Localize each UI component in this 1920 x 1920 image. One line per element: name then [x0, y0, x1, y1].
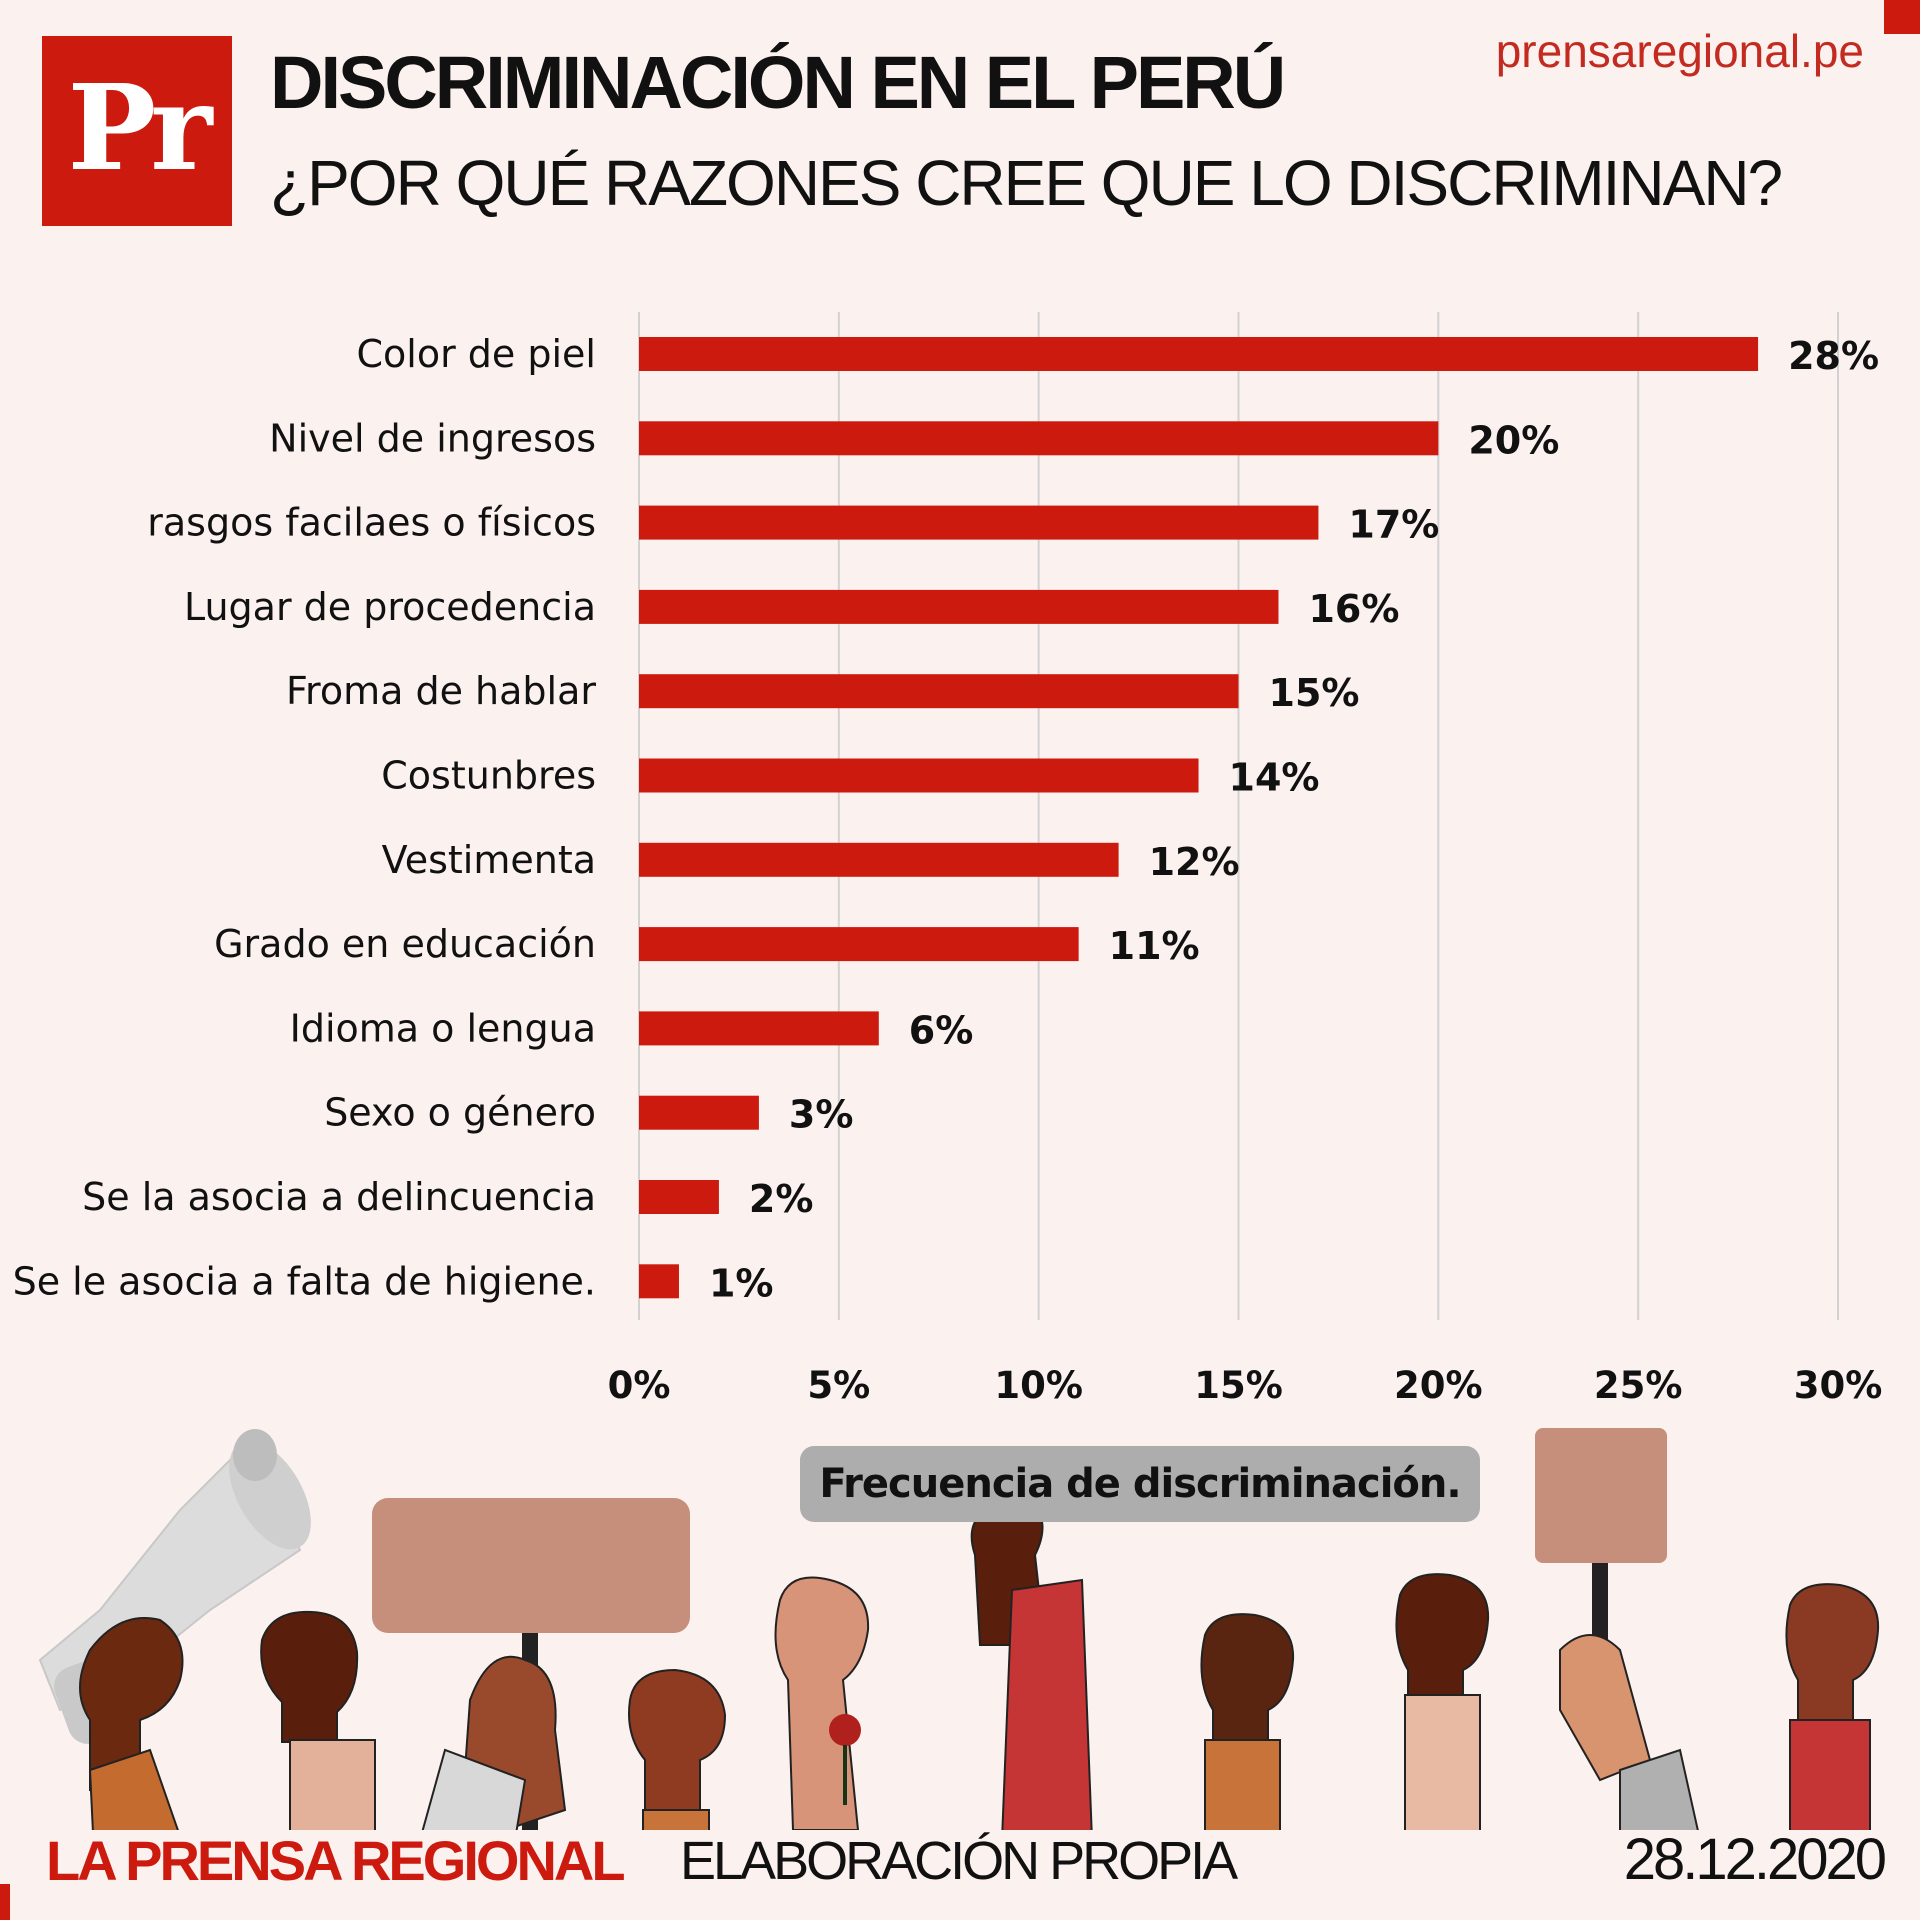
corner-accent: [1884, 0, 1920, 34]
value-label: 14%: [1229, 756, 1320, 800]
raised-fist-icon: [1785, 1583, 1880, 1830]
bar: [639, 1264, 679, 1299]
category-label: Nivel de ingresos: [269, 416, 596, 460]
x-tick-label: 0%: [608, 1364, 671, 1407]
bar: [639, 505, 1319, 540]
bar: [639, 842, 1119, 877]
value-label: 12%: [1149, 840, 1240, 884]
value-label: 16%: [1308, 587, 1399, 631]
raised-fist-icon: [260, 1610, 376, 1830]
x-axis-title: Frecuencia de discriminación.: [800, 1446, 1480, 1522]
category-label: Se le asocia a falta de higiene.: [13, 1259, 596, 1303]
bars: [639, 337, 1759, 1299]
category-label: Sexo o género: [324, 1091, 596, 1135]
value-label: 11%: [1109, 924, 1200, 968]
site-url: prensaregional.pe: [1495, 25, 1864, 77]
raised-fist-icon: [1200, 1613, 1295, 1830]
category-label: Vestimenta: [382, 838, 596, 882]
footer-date: 28.12.2020: [1623, 1827, 1887, 1892]
bar: [639, 1095, 759, 1130]
category-label: Idioma o lengua: [290, 1006, 596, 1050]
footer-source: ELABORACIÓN PROPIA: [680, 1831, 1238, 1891]
x-tick-label: 5%: [807, 1364, 870, 1407]
protest-sign-icon: [1535, 1428, 1699, 1830]
logo-text: Pr: [67, 58, 213, 197]
raised-fist-icon: [970, 1497, 1093, 1830]
category-label: Color de piel: [357, 332, 597, 376]
category-label: rasgos facilaes o físicos: [147, 501, 596, 545]
brand-logo: Pr: [42, 36, 232, 226]
x-axis-title-text: Frecuencia de discriminación.: [819, 1461, 1461, 1507]
x-tick-labels: 0% 5% 10% 15% 20% 25% 30%: [608, 1364, 1883, 1407]
value-label: 20%: [1468, 418, 1559, 462]
x-tick-label: 10%: [994, 1364, 1083, 1407]
value-label: 17%: [1348, 503, 1439, 547]
value-label: 6%: [909, 1008, 974, 1052]
bar: [639, 927, 1079, 962]
value-label: 1%: [709, 1261, 774, 1305]
value-label: 28%: [1788, 334, 1879, 378]
bar: [639, 674, 1239, 709]
raised-fist-icon: [774, 1576, 870, 1830]
raised-fist-icon: [1395, 1573, 1490, 1830]
corner-accent: [0, 1884, 10, 1920]
bar: [639, 337, 1759, 371]
bar: [639, 1180, 719, 1214]
bar: [639, 758, 1199, 793]
x-tick-label: 30%: [1794, 1364, 1883, 1407]
category-labels: Color de piel Nivel de ingresos rasgos fac…: [13, 332, 597, 1303]
x-tick-label: 25%: [1594, 1364, 1683, 1407]
category-label: Froma de hablar: [286, 669, 596, 713]
x-tick-label: 15%: [1194, 1364, 1283, 1407]
value-label: 2%: [749, 1177, 814, 1221]
footer-brand: LA PRENSA REGIONAL: [46, 1829, 626, 1892]
page-title: DISCRIMINACIÓN EN EL PERÚ: [270, 41, 1286, 124]
value-label: 3%: [789, 1093, 854, 1137]
bar: [639, 421, 1439, 456]
category-label: Costunbres: [381, 754, 596, 798]
chart-subtitle: ¿POR QUÉ RAZONES CREE QUE LO DISCRIMINAN…: [270, 147, 1783, 219]
category-label: Grado en educación: [214, 922, 596, 966]
protest-illustration: [38, 1428, 1880, 1830]
category-label: Se la asocia a delincuencia: [82, 1175, 596, 1219]
raised-fist-icon: [628, 1668, 727, 1830]
value-labels: 28% 20% 17% 16% 15% 14% 12% 11% 6% 3% 2% 1%: [709, 334, 1879, 1305]
grid-lines: [638, 312, 1839, 1320]
bar: [639, 589, 1279, 624]
protest-sign-icon: [372, 1498, 690, 1830]
x-tick-label: 20%: [1394, 1364, 1483, 1407]
category-label: Lugar de procedencia: [184, 585, 596, 629]
value-label: 15%: [1269, 671, 1360, 715]
raised-fist-icon: [79, 1617, 184, 1830]
bar: [639, 1011, 879, 1046]
